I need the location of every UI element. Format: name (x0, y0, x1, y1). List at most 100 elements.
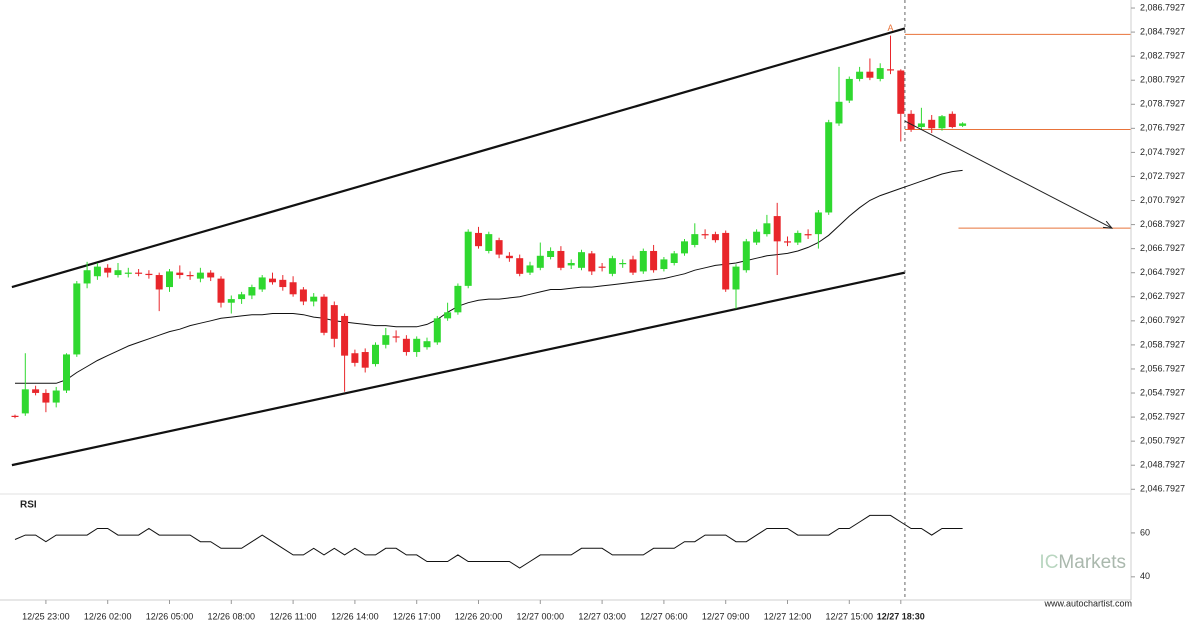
candle-body (578, 252, 585, 268)
y-tick-label: 2,046.7927 (1140, 484, 1185, 494)
candle-body (433, 318, 441, 343)
candle-body (279, 279, 287, 288)
candle-body (166, 271, 173, 288)
candle-body (361, 352, 369, 368)
candle-body (804, 234, 812, 236)
candle-body (269, 278, 276, 283)
candle-body (330, 305, 338, 339)
candle-body (382, 335, 390, 345)
x-tick-label: 12/26 14:00 (331, 611, 379, 621)
x-tick-label: 12/27 09:00 (702, 611, 750, 621)
candle-body (227, 299, 235, 303)
candle-body (217, 278, 225, 303)
rsi-tick-label: 60 (1140, 527, 1150, 537)
y-tick-label: 2,064.7927 (1140, 267, 1185, 277)
candle-body (753, 231, 761, 243)
candle-body (495, 240, 503, 255)
candle-body (876, 68, 884, 79)
candle-body (186, 275, 194, 277)
y-tick-label: 2,066.7927 (1140, 243, 1185, 253)
forecast-arrowhead (1102, 220, 1114, 229)
candle-body (567, 263, 575, 266)
y-tick-label: 2,074.7927 (1140, 147, 1185, 157)
candle-body (650, 250, 658, 271)
x-tick-label: 12/27 12:00 (764, 611, 812, 621)
candle-body (639, 250, 647, 272)
candle-body (866, 71, 874, 78)
rsi-tick-label: 40 (1140, 571, 1150, 581)
candle-body (423, 341, 431, 348)
candle-body (814, 212, 822, 235)
candle-body (413, 338, 421, 353)
candle-body (135, 272, 143, 274)
candle-body (505, 255, 513, 259)
candle-body (310, 296, 318, 302)
candle-body (516, 258, 524, 274)
y-tick-label: 2,060.7927 (1140, 315, 1185, 325)
candle-body (145, 273, 153, 276)
candle-body (557, 250, 565, 268)
candle-body (742, 241, 750, 271)
candle-body (938, 116, 946, 129)
x-tick-label: 12/27 00:00 (517, 611, 565, 621)
candle-body (124, 272, 132, 274)
candle-body (732, 266, 740, 290)
y-tick-label: 2,080.7927 (1140, 75, 1185, 85)
x-tick-label: 12/26 17:00 (393, 611, 441, 621)
candle-body (835, 101, 843, 124)
candle-body (299, 289, 307, 302)
candle-body (83, 270, 91, 284)
candle-body (32, 389, 40, 393)
candle-body (21, 389, 29, 414)
candle-body (93, 266, 101, 277)
moving-average (15, 169, 963, 384)
candle-body (444, 312, 452, 319)
x-tick-label: 12/27 15:00 (826, 611, 874, 621)
candle-body (207, 272, 215, 278)
candle-body (248, 287, 256, 296)
channel-line (11, 27, 906, 289)
candle-body (42, 392, 50, 403)
candle-body (155, 275, 163, 290)
y-tick-label: 2,050.7927 (1140, 436, 1185, 446)
candle-body (629, 259, 637, 273)
candle-body (907, 113, 915, 130)
candle-body (598, 266, 606, 268)
forecast-line (904, 120, 1113, 229)
watermark: ICMarkets (1039, 552, 1126, 573)
candle-body (681, 241, 688, 254)
candle-body (619, 263, 627, 265)
candle-body (114, 270, 122, 276)
candle-body (691, 234, 699, 245)
candle-body (794, 232, 802, 243)
candle-body (238, 294, 246, 300)
candle-body (588, 253, 596, 272)
candle-body (670, 253, 678, 264)
candle-body (526, 265, 534, 273)
candle-body (897, 70, 905, 114)
candle-body (763, 223, 771, 235)
candle-body (289, 282, 297, 295)
candle-body (701, 234, 709, 236)
channel-line (11, 271, 906, 467)
y-tick-label: 2,070.7927 (1140, 195, 1185, 205)
candle-body (176, 272, 184, 276)
candle-body (351, 353, 359, 363)
y-tick-label: 2,068.7927 (1140, 219, 1185, 229)
candle-body (63, 354, 70, 391)
y-tick-label: 2,072.7927 (1140, 171, 1185, 181)
candle-body (825, 122, 833, 213)
candle-body (454, 285, 462, 313)
candle-body (887, 69, 894, 71)
y-tick-label: 2,084.7927 (1140, 26, 1185, 36)
y-tick-label: 2,076.7927 (1140, 123, 1185, 133)
y-tick-label: 2,062.7927 (1140, 291, 1185, 301)
y-tick-label: 2,052.7927 (1140, 411, 1185, 421)
y-tick-label: 2,082.7927 (1140, 51, 1185, 61)
x-tick-label: 12/25 23:00 (22, 611, 70, 621)
candle-body (784, 241, 791, 243)
y-tick-label: 2,078.7927 (1140, 99, 1185, 109)
candle-body (475, 232, 482, 247)
candle-body (196, 272, 204, 279)
